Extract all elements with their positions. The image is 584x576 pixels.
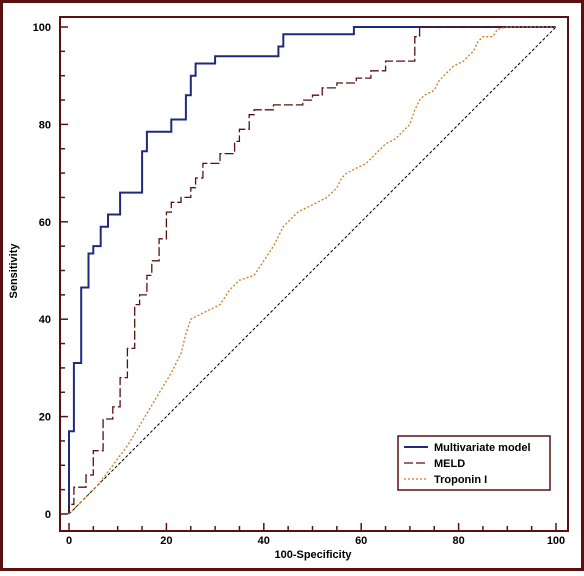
y-tick-label: 100: [33, 22, 51, 34]
x-tick-label: 0: [66, 535, 72, 547]
y-tick-label: 60: [39, 217, 51, 229]
x-tick-label: 60: [355, 535, 367, 547]
y-tick-label: 40: [39, 314, 51, 326]
legend-box: [397, 435, 551, 491]
series-line-multivariate-model: [68, 26, 556, 514]
y-tick-label: 0: [45, 509, 51, 521]
x-axis-title: 100-Specificity: [274, 549, 352, 561]
axis-layer: 0 20 40 60 80 100 0 20 40 60 80 100: [33, 16, 569, 547]
series-line-meld: [68, 26, 556, 514]
plot-frame: [59, 16, 569, 532]
y-tick-label: 20: [39, 412, 51, 424]
legend: Multivariate model MELD Troponin I: [397, 435, 551, 491]
x-tick-label: 40: [258, 535, 270, 547]
legend-label: Troponin I: [434, 474, 487, 486]
legend-label: Multivariate model: [434, 442, 531, 454]
series-line-troponin-i: [68, 26, 556, 515]
x-tick-label: 80: [452, 535, 464, 547]
plot-layer: [68, 26, 557, 515]
x-tick-label: 100: [547, 535, 565, 547]
y-tick-label: 80: [39, 119, 51, 131]
legend-label: MELD: [434, 458, 465, 470]
y-axis-title: Sensitivity: [8, 243, 20, 299]
x-tick-label: 20: [160, 535, 172, 547]
